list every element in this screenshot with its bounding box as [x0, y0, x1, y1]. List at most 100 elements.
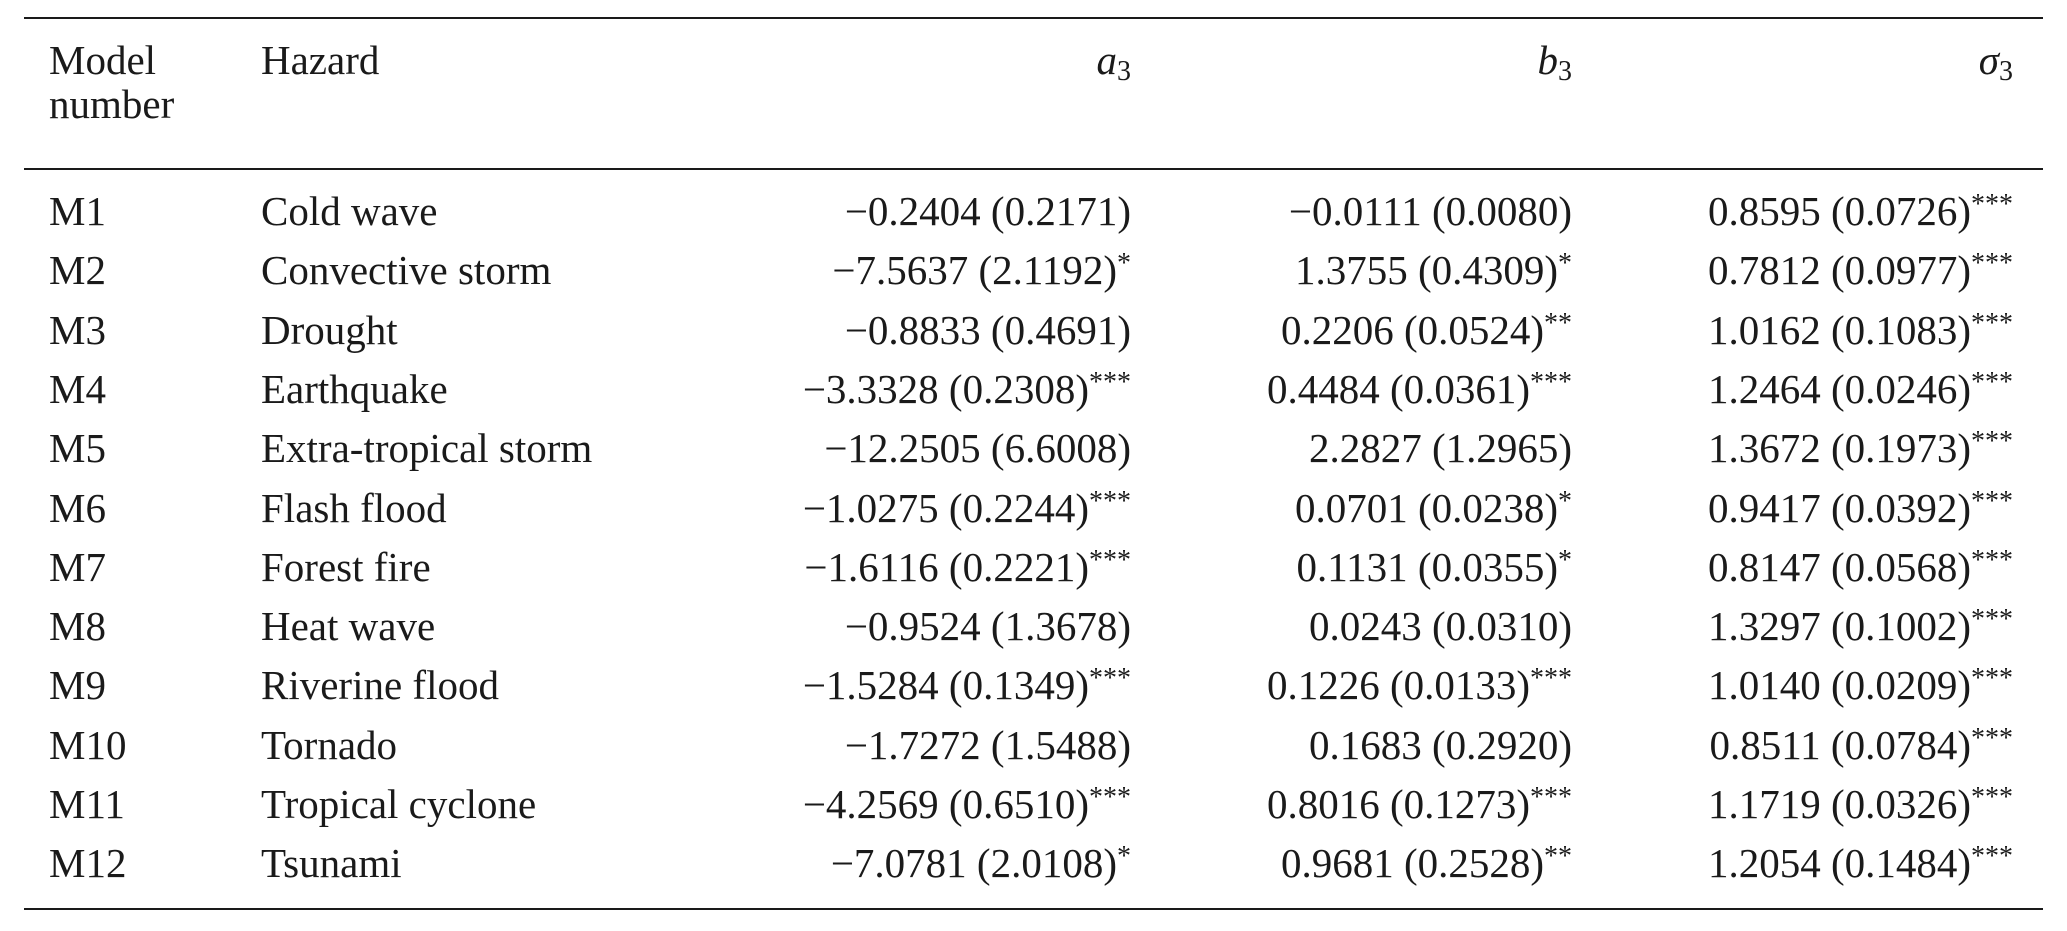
header-subscript: 3: [1117, 56, 1131, 87]
estimate-text: 0.1683 (0.2920): [1308, 721, 1572, 768]
estimate-cell: 0.0243 (0.0310): [1309, 603, 1572, 649]
estimate-text: 2.2827 (1.2965): [1308, 425, 1572, 472]
significance: ***: [1089, 485, 1131, 517]
estimate-cell: 1.3755 (0.4309)*: [1295, 247, 1572, 293]
estimate-cell: −0.9524 (1.3678): [845, 603, 1131, 649]
hazard-name: Drought: [261, 306, 398, 353]
estimate-cell: 1.2054 (0.1484)***: [1708, 840, 2013, 886]
estimate-text: −0.9524 (1.3678): [844, 603, 1131, 650]
significance: ***: [1971, 841, 2013, 873]
column-header: σ3: [1978, 37, 2013, 86]
estimate-text: 0.9681 (0.2528): [1280, 840, 1544, 887]
estimate-text: −0.8833 (0.4691): [844, 306, 1131, 353]
hazard-name: Tsunami: [261, 840, 402, 887]
estimate-text: 0.0701 (0.0238): [1294, 484, 1558, 531]
estimate-cell: 0.8147 (0.0568)***: [1708, 544, 2013, 590]
estimate-cell: −3.3328 (0.2308)***: [803, 366, 1131, 412]
estimate-text: −1.0275 (0.2244): [802, 484, 1089, 531]
estimate-text: −0.0111 (0.0080): [1288, 188, 1572, 234]
model-number: M1: [49, 188, 106, 234]
estimate-cell: 1.3297 (0.1002)***: [1708, 603, 2013, 649]
hazard-name: Tropical cyclone: [261, 781, 537, 827]
estimate-text: −1.7272 (1.5488): [844, 721, 1131, 768]
significance: *: [1558, 485, 1572, 517]
column-header: Hazard: [261, 37, 380, 83]
estimate-cell: 0.1131 (0.0355)*: [1296, 544, 1572, 590]
significance: ***: [1530, 782, 1572, 813]
estimate-text: 0.1226 (0.0133): [1266, 662, 1530, 709]
model-number: M3: [49, 306, 106, 353]
estimate-cell: 0.7812 (0.0977)***: [1708, 247, 2013, 293]
estimate-cell: 2.2827 (1.2965): [1309, 425, 1572, 471]
estimate-cell: −1.5284 (0.1349)***: [803, 662, 1131, 708]
estimate-text: −12.2505 (6.6008): [824, 425, 1131, 472]
estimate-cell: −1.6116 (0.2221)***: [804, 544, 1131, 590]
significance: ***: [1971, 604, 2013, 636]
estimate-cell: 1.0140 (0.0209)***: [1708, 662, 2013, 708]
estimate-text: −4.2569 (0.6510): [802, 781, 1089, 827]
estimate-cell: 0.1683 (0.2920): [1309, 722, 1572, 768]
estimate-cell: 0.4484 (0.0361)***: [1267, 366, 1572, 412]
estimate-text: 0.8511 (0.0784): [1709, 721, 1971, 768]
model-number: M9: [49, 662, 106, 709]
estimate-cell: −7.5637 (2.1192)*: [832, 247, 1131, 293]
estimate-text: 0.7812 (0.0977): [1707, 247, 1971, 294]
estimate-cell: 1.0162 (0.1083)***: [1708, 307, 2013, 353]
header-symbol: σ: [1978, 37, 1999, 83]
estimate-text: 1.2464 (0.0246): [1707, 365, 1971, 412]
estimate-text: 0.8016 (0.1273): [1266, 781, 1530, 827]
estimate-cell: 0.1226 (0.0133)***: [1267, 662, 1572, 708]
model-number: M12: [49, 840, 127, 887]
estimate-cell: 0.0701 (0.0238)*: [1295, 485, 1572, 531]
header-rule: [24, 168, 2043, 170]
significance: ***: [1971, 307, 2013, 339]
estimate-text: 1.0140 (0.0209): [1707, 662, 1971, 709]
significance: ***: [1089, 663, 1131, 695]
model-number: M2: [49, 247, 106, 294]
header-subscript: 3: [1999, 56, 2013, 87]
top-rule: [24, 17, 2043, 19]
model-number: M4: [49, 365, 106, 412]
estimate-text: 0.9417 (0.0392): [1707, 484, 1971, 531]
estimate-text: −7.0781 (2.0108): [830, 840, 1117, 887]
estimate-cell: −1.7272 (1.5488): [845, 722, 1131, 768]
estimate-text: 1.3672 (0.1973): [1707, 425, 1971, 472]
model-number: M5: [49, 425, 106, 472]
hazard-name: Heat wave: [261, 603, 436, 650]
estimate-cell: −12.2505 (6.6008): [824, 425, 1131, 471]
estimate-cell: 1.2464 (0.0246)***: [1708, 366, 2013, 412]
hazard-name: Cold wave: [261, 188, 438, 234]
estimate-text: −1.5284 (0.1349): [802, 662, 1089, 709]
significance: ***: [1530, 366, 1572, 398]
significance: ***: [1971, 248, 2013, 280]
column-header: Model number: [49, 37, 175, 127]
estimate-cell: −7.0781 (2.0108)*: [831, 840, 1131, 886]
estimate-cell: −0.2404 (0.2171): [845, 188, 1131, 234]
significance: **: [1544, 307, 1572, 339]
model-number: M6: [49, 484, 106, 531]
estimate-cell: 0.2206 (0.0524)**: [1281, 307, 1572, 353]
significance: ***: [1089, 544, 1131, 576]
significance: ***: [1971, 544, 2013, 576]
significance: ***: [1971, 366, 2013, 398]
estimate-cell: −0.0111 (0.0080): [1289, 188, 1572, 234]
hazard-name: Tornado: [261, 721, 398, 768]
estimate-text: 1.3297 (0.1002): [1707, 603, 1971, 650]
estimate-cell: 1.3672 (0.1973)***: [1708, 425, 2013, 471]
hazard-name: Flash flood: [261, 484, 447, 531]
significance: *: [1558, 544, 1572, 576]
estimate-text: 0.2206 (0.0524): [1280, 306, 1544, 353]
estimate-cell: −1.0275 (0.2244)***: [803, 485, 1131, 531]
estimate-cell: 0.9417 (0.0392)***: [1708, 485, 2013, 531]
model-number: M8: [49, 603, 106, 650]
header-symbol: b: [1537, 37, 1559, 83]
column-header: b3: [1537, 37, 1573, 86]
estimate-text: −1.6116 (0.2221): [804, 543, 1089, 590]
estimate-text: 0.0243 (0.0310): [1308, 603, 1572, 650]
estimate-text: 0.8595 (0.0726): [1707, 188, 1971, 234]
estimate-cell: 1.1719 (0.0326)***: [1708, 781, 2013, 827]
hazard-name: Extra-tropical storm: [261, 425, 593, 472]
significance: ***: [1971, 722, 2013, 754]
bottom-rule: [24, 908, 2043, 910]
